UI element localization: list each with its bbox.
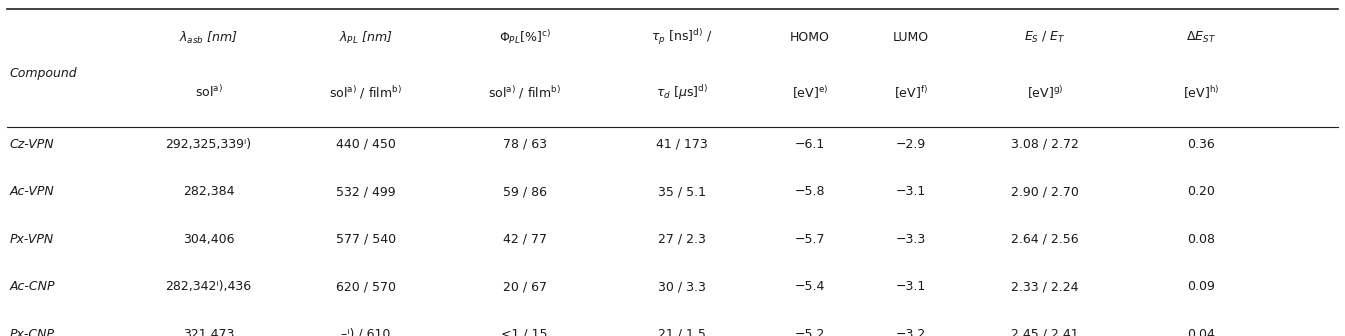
Text: 3.08 / 2.72: 3.08 / 2.72 (1011, 137, 1079, 151)
Text: 532 / 499: 532 / 499 (336, 185, 395, 198)
Text: Ac-CNP: Ac-CNP (9, 280, 55, 293)
Text: [eV]$^{\mathrm{h)}}$: [eV]$^{\mathrm{h)}}$ (1182, 84, 1220, 100)
Text: 440 / 450: 440 / 450 (336, 137, 395, 151)
Text: −5.7: −5.7 (795, 233, 824, 246)
Text: –ⁱ) / 610: –ⁱ) / 610 (342, 328, 390, 336)
Text: −3.1: −3.1 (896, 280, 925, 293)
Text: −2.9: −2.9 (896, 137, 925, 151)
Text: −5.4: −5.4 (795, 280, 824, 293)
Text: 0.20: 0.20 (1188, 185, 1215, 198)
Text: 41 / 173: 41 / 173 (656, 137, 707, 151)
Text: 304,406: 304,406 (183, 233, 234, 246)
Text: LUMO: LUMO (893, 31, 928, 44)
Text: sol$^{\mathrm{a)}}$ / film$^{\mathrm{b)}}$: sol$^{\mathrm{a)}}$ / film$^{\mathrm{b)}… (330, 84, 402, 101)
Text: 59 / 86: 59 / 86 (503, 185, 546, 198)
Text: 2.64 / 2.56: 2.64 / 2.56 (1011, 233, 1079, 246)
Text: sol$^{\mathrm{a)}}$: sol$^{\mathrm{a)}}$ (195, 84, 222, 100)
Text: [eV]$^{\mathrm{g)}}$: [eV]$^{\mathrm{g)}}$ (1026, 84, 1064, 100)
Text: −6.1: −6.1 (795, 137, 824, 151)
Text: 321,473: 321,473 (183, 328, 234, 336)
Text: −3.3: −3.3 (896, 233, 925, 246)
Text: HOMO: HOMO (790, 31, 830, 44)
Text: 282,384: 282,384 (183, 185, 234, 198)
Text: 30 / 3.3: 30 / 3.3 (658, 280, 706, 293)
Text: −5.8: −5.8 (795, 185, 824, 198)
Text: 35 / 5.1: 35 / 5.1 (658, 185, 706, 198)
Text: −3.2: −3.2 (896, 328, 925, 336)
Text: [eV]$^{\mathrm{e)}}$: [eV]$^{\mathrm{e)}}$ (792, 84, 827, 100)
Text: 577 / 540: 577 / 540 (336, 233, 395, 246)
Text: Px-VPN: Px-VPN (9, 233, 54, 246)
Text: 292,325,339ⁱ): 292,325,339ⁱ) (165, 137, 252, 151)
Text: 21 / 1.5: 21 / 1.5 (658, 328, 706, 336)
Text: $\lambda_{\mathit{asb}}$ [nm]: $\lambda_{\mathit{asb}}$ [nm] (179, 30, 238, 45)
Text: 0.36: 0.36 (1188, 137, 1215, 151)
Text: $\mathit{\tau}_{\mathit{d}}$ [$\mu$s]$^{\mathrm{d)}}$: $\mathit{\tau}_{\mathit{d}}$ [$\mu$s]$^{… (656, 83, 707, 102)
Text: 2.33 / 2.24: 2.33 / 2.24 (1011, 280, 1079, 293)
Text: −5.2: −5.2 (795, 328, 824, 336)
Text: 620 / 570: 620 / 570 (336, 280, 395, 293)
Text: <1 / 15: <1 / 15 (502, 328, 547, 336)
Text: 0.09: 0.09 (1188, 280, 1215, 293)
Text: $\mathit{\Phi}_{\mathit{PL}}$[%]$^{\mathrm{c)}}$: $\mathit{\Phi}_{\mathit{PL}}$[%]$^{\math… (499, 29, 550, 46)
Text: $\mathit{\tau}_{\mathit{p}}$ [ns]$^{\mathrm{d)}}$ /: $\mathit{\tau}_{\mathit{p}}$ [ns]$^{\mat… (651, 28, 713, 47)
Text: [eV]$^{\mathrm{f)}}$: [eV]$^{\mathrm{f)}}$ (893, 84, 928, 100)
Text: 20 / 67: 20 / 67 (503, 280, 546, 293)
Text: Ac-VPN: Ac-VPN (9, 185, 54, 198)
Text: 27 / 2.3: 27 / 2.3 (658, 233, 706, 246)
Text: $\Delta\mathit{E}_{\mathit{ST}}$: $\Delta\mathit{E}_{\mathit{ST}}$ (1186, 30, 1216, 45)
Text: 282,342ⁱ),436: 282,342ⁱ),436 (165, 280, 252, 293)
Text: $\lambda_{\mathit{PL}}$ [nm]: $\lambda_{\mathit{PL}}$ [nm] (339, 30, 393, 45)
Text: $\mathit{E}_{\mathit{S}}$ / $\mathit{E}_{\mathit{T}}$: $\mathit{E}_{\mathit{S}}$ / $\mathit{E}_… (1024, 30, 1067, 45)
Text: 0.04: 0.04 (1188, 328, 1215, 336)
Text: Cz-VPN: Cz-VPN (9, 137, 54, 151)
Text: 2.90 / 2.70: 2.90 / 2.70 (1011, 185, 1079, 198)
Text: 2.45 / 2.41: 2.45 / 2.41 (1011, 328, 1079, 336)
Text: Px-CNP: Px-CNP (9, 328, 54, 336)
Text: 78 / 63: 78 / 63 (503, 137, 546, 151)
Text: 42 / 77: 42 / 77 (503, 233, 546, 246)
Text: −3.1: −3.1 (896, 185, 925, 198)
Text: Compound: Compound (9, 67, 77, 80)
Text: 0.08: 0.08 (1188, 233, 1215, 246)
Text: sol$^{\mathrm{a)}}$ / film$^{\mathrm{b)}}$: sol$^{\mathrm{a)}}$ / film$^{\mathrm{b)}… (488, 84, 561, 101)
